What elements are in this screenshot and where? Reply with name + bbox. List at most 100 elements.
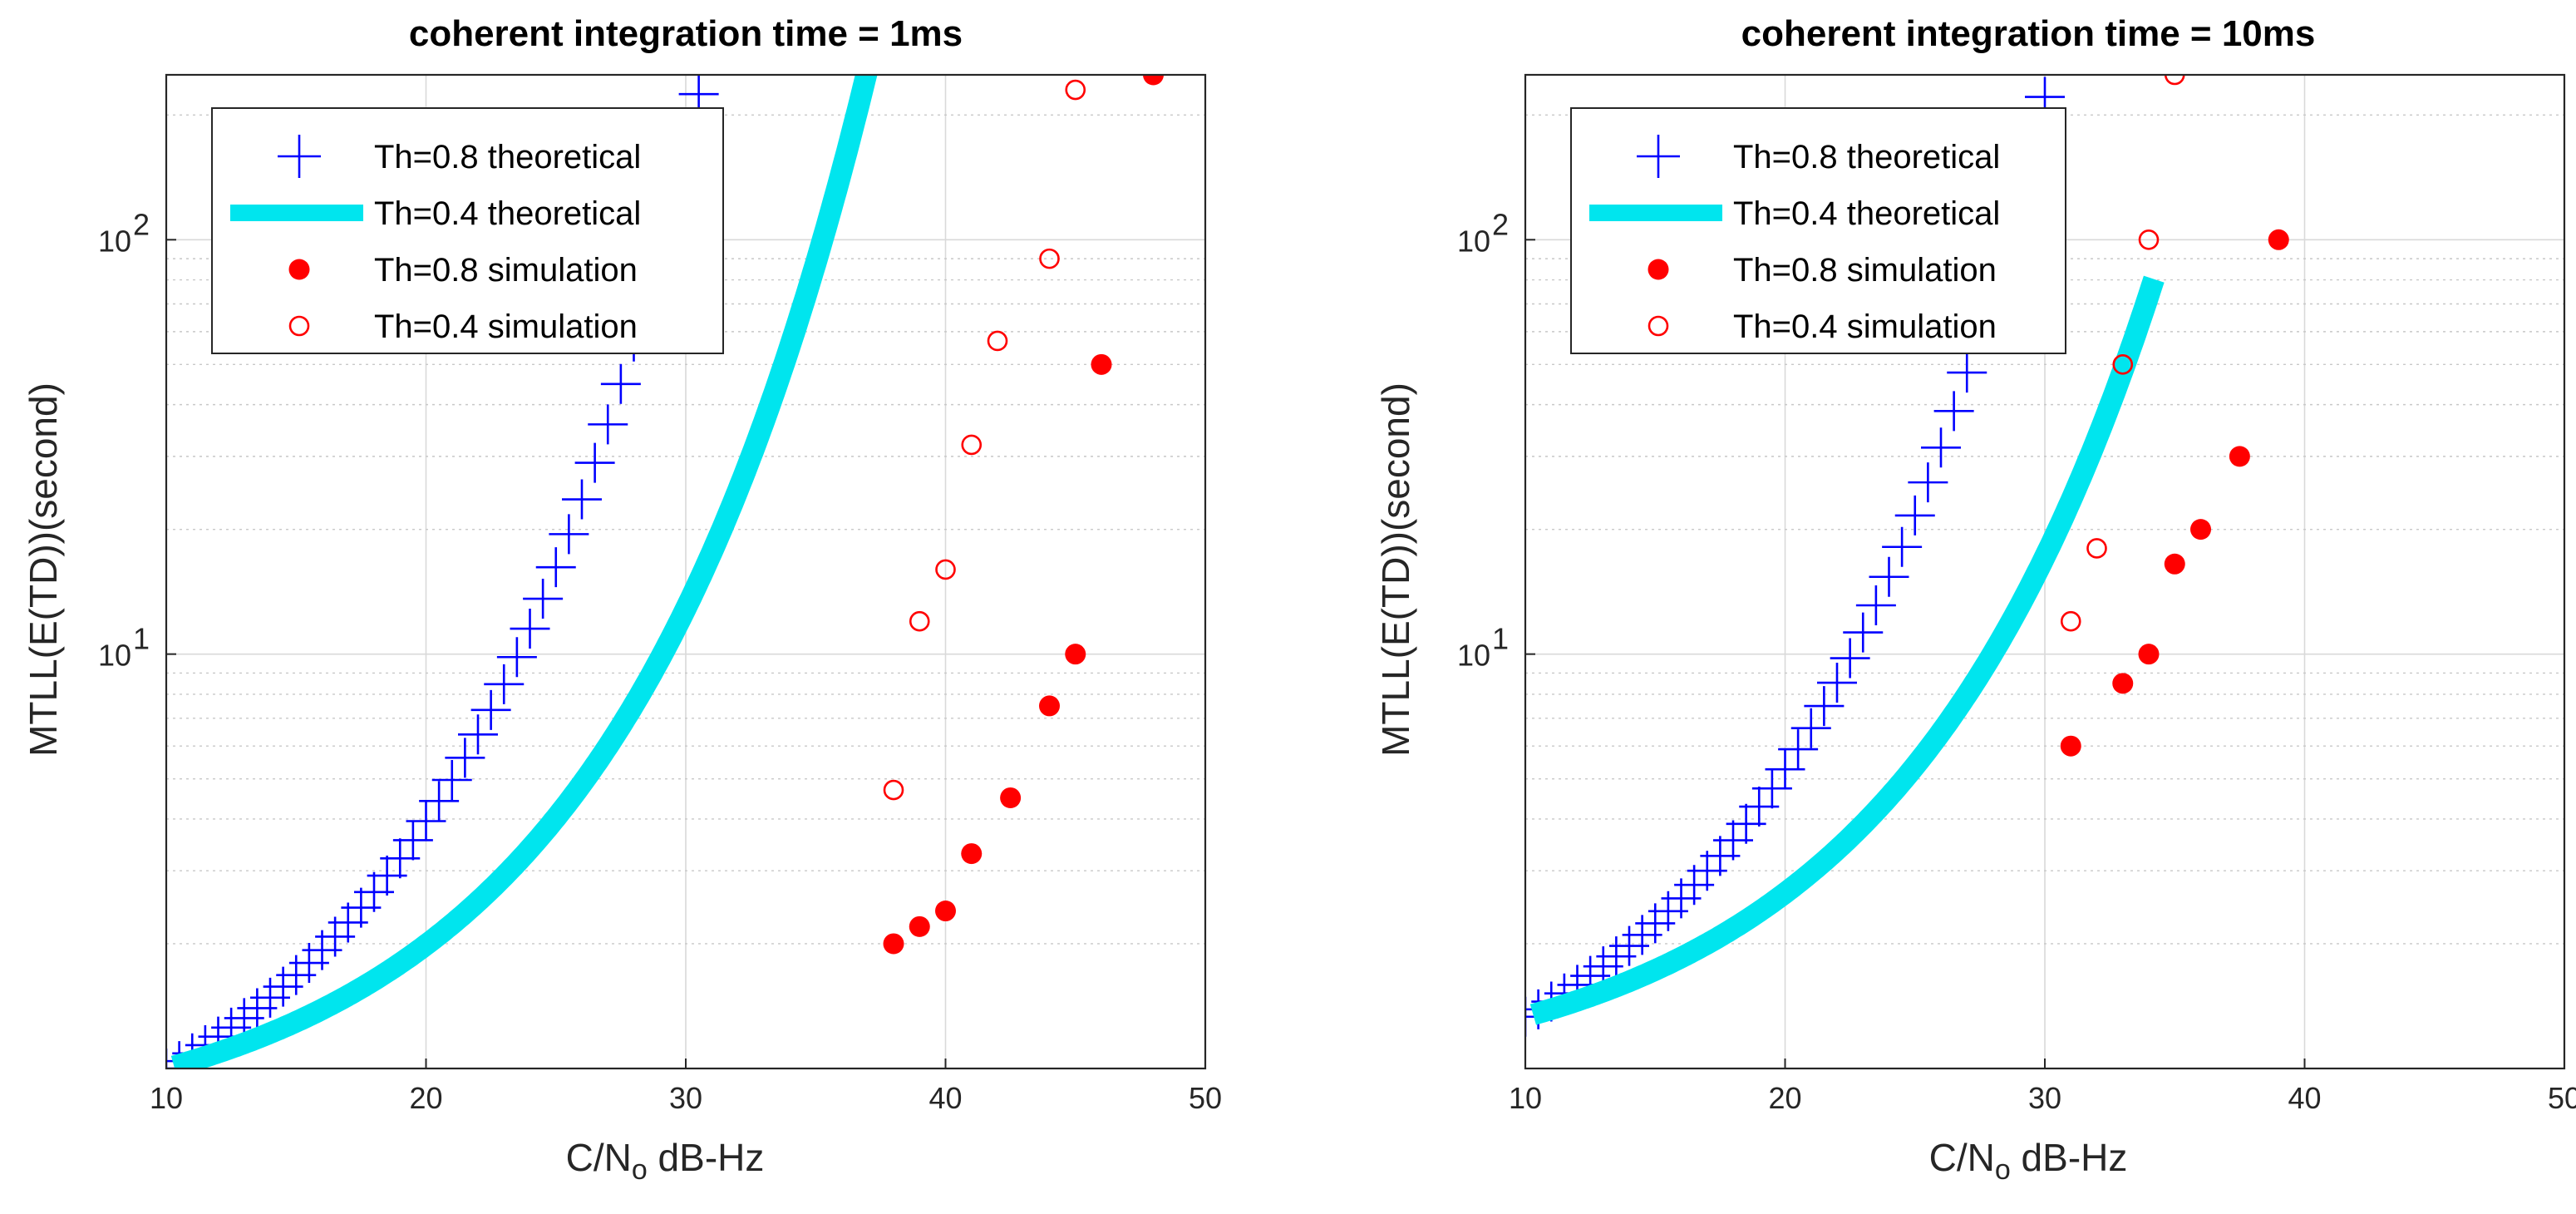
open-circle-marker (1065, 79, 1086, 101)
x-axis-label: C/No dB-Hz (566, 1136, 765, 1186)
chart-left: coherent integration time = 1ms 10 20 30 40… (22, 13, 1222, 1186)
plus-marker (1843, 612, 1884, 653)
y-tick-label: 10 (98, 224, 131, 258)
plus-marker (1778, 729, 1819, 770)
theoretical-curve-line (166, 75, 878, 1068)
open-circle-marker (961, 434, 983, 456)
chart-title: coherent integration time = 10ms (1741, 13, 2316, 54)
filled-circle-marker (935, 901, 956, 922)
legend-label: Th=0.4 theoretical (1733, 195, 2000, 232)
plus-marker (574, 442, 615, 483)
theoretical-curve-line (1525, 275, 2165, 1025)
plus-marker (1790, 708, 1831, 748)
series-open-circle (883, 79, 1086, 801)
plus-marker (445, 738, 485, 778)
filled-circle-marker (1091, 353, 1112, 375)
x-tick-label: 30 (669, 1081, 702, 1115)
x-tick-label: 10 (1509, 1081, 1542, 1115)
filled-circle-marker (2190, 519, 2211, 540)
filled-circle-marker (2138, 644, 2160, 665)
plus-marker (1947, 353, 1987, 393)
x-axis-label-rest: dB-Hz (2011, 1136, 2128, 1179)
plus-marker (1869, 556, 1909, 597)
legend-label: Th=0.8 simulation (1733, 252, 1997, 289)
x-axis-label: C/No dB-Hz (1929, 1136, 2128, 1186)
plus-marker (2051, 0, 2091, 5)
chart-right: coherent integration time = 10ms 10 20 30 4… (1374, 0, 2576, 1186)
legend-label: Th=0.4 theoretical (374, 195, 641, 232)
y-tick-exponent: 1 (133, 622, 150, 656)
open-circle-marker (2112, 354, 2134, 375)
legend-filled-circle-icon (288, 259, 310, 280)
plus-marker (431, 759, 472, 800)
filled-circle-marker (961, 843, 983, 865)
legend-label: Th=0.4 simulation (1733, 308, 1997, 345)
plus-marker (549, 514, 589, 555)
open-circle-marker (987, 330, 1008, 352)
open-circle-marker (935, 559, 956, 580)
open-circle-marker (2164, 75, 2185, 86)
x-axis-label-main: C/N (566, 1136, 632, 1179)
x-tick-label: 40 (928, 1081, 962, 1115)
plus-marker (600, 363, 641, 404)
plus-marker (1817, 663, 1857, 703)
open-circle-marker (2086, 538, 2107, 559)
filled-circle-marker (909, 915, 930, 937)
plus-marker (562, 479, 602, 520)
x-tick-label: 30 (2028, 1081, 2061, 1115)
plus-marker (496, 637, 537, 678)
plus-marker (1765, 749, 1805, 790)
plus-marker (1933, 391, 1974, 432)
series-filled-circle (2060, 229, 2289, 757)
filled-circle-marker (2060, 735, 2081, 757)
y-tick-exponent: 1 (1492, 622, 1509, 656)
plus-marker (1804, 686, 1845, 727)
series-filled-circle (883, 75, 1164, 955)
filled-circle-marker (1039, 695, 1060, 717)
open-circle-marker (2060, 610, 2081, 632)
x-axis-label-rest: dB-Hz (648, 1136, 765, 1179)
filled-circle-marker (883, 933, 904, 955)
y-tick-exponent: 2 (1492, 207, 1509, 241)
y-axis-label: MTLL(E(TD))(second) (22, 382, 65, 757)
plus-marker (1894, 495, 1935, 535)
legend-label: Th=0.8 theoretical (374, 139, 641, 175)
legend-label: Th=0.8 theoretical (1733, 139, 2000, 175)
chart-title: coherent integration time = 1ms (409, 13, 963, 54)
y-tick-label: 10 (98, 639, 131, 673)
legend: Th=0.8 theoretical Th=0.4 theoretical Th=0… (211, 107, 724, 354)
filled-circle-marker (1143, 75, 1164, 86)
y-axis-label: MTLL(E(TD))(second) (1374, 382, 1417, 757)
plus-marker (406, 801, 446, 841)
series-line (1525, 275, 2165, 1025)
legend-plus-icon (278, 135, 321, 178)
filled-circle-marker (1000, 787, 1022, 808)
legend-box (1570, 107, 2066, 354)
open-circle-marker (909, 610, 930, 632)
x-tick-label: 20 (409, 1081, 442, 1115)
plus-marker (523, 579, 564, 619)
legend: Th=0.8 theoretical Th=0.4 theoretical Th=0… (1570, 107, 2066, 354)
plus-marker (588, 404, 628, 445)
plus-marker (1908, 462, 1948, 503)
plus-marker (535, 547, 576, 588)
x-tick-label: 20 (1768, 1081, 1801, 1115)
x-tick-label: 50 (2548, 1081, 2576, 1115)
plus-marker (1855, 585, 1896, 626)
plus-marker (1921, 427, 1961, 468)
open-circle-marker (883, 779, 904, 801)
filled-circle-marker (2164, 553, 2185, 575)
filled-circle-marker (1065, 644, 1086, 665)
legend-open-circle-icon (1648, 315, 1669, 337)
filled-circle-marker (2112, 673, 2134, 694)
y-tick-exponent: 2 (133, 207, 150, 241)
filled-circle-marker (2229, 446, 2250, 467)
legend-box (211, 107, 724, 354)
y-tick-label: 10 (1457, 639, 1490, 673)
x-tick-label: 10 (150, 1081, 183, 1115)
plus-marker (1830, 638, 1870, 679)
x-axis-label-main: C/N (1929, 1136, 1995, 1179)
